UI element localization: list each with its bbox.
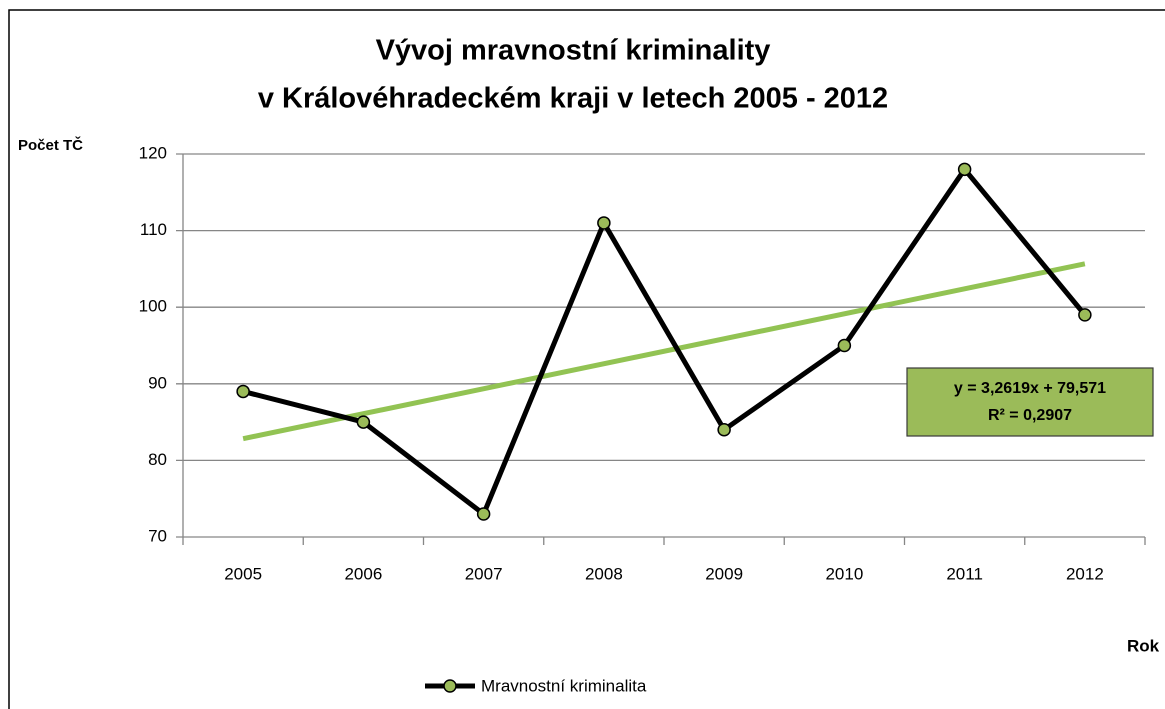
chart-border	[8, 9, 1165, 709]
data-point	[476, 507, 491, 521]
trendline	[242, 261, 1086, 442]
data-point	[837, 338, 852, 353]
trendline-equation: y = 3,2619x + 79,571	[954, 380, 1106, 397]
x-tick-label: 2007	[465, 564, 503, 583]
trendline-r2: R² = 0,2907	[988, 407, 1072, 424]
y-tick-label: 100	[139, 297, 167, 316]
x-tick-label: 2012	[1066, 564, 1104, 583]
x-tick-label: 2011	[946, 564, 983, 583]
data-line	[242, 166, 1087, 517]
data-point	[717, 423, 731, 437]
y-tick-label: 110	[140, 220, 167, 239]
x-tick-label: 2005	[224, 564, 262, 583]
chart-subtitle: v Královéhradeckém kraji v letech 2005 -…	[258, 83, 888, 115]
y-tick-label: 80	[148, 450, 167, 469]
x-tick-label: 2006	[344, 564, 382, 583]
x-axis-label: Rok	[1127, 636, 1160, 655]
data-point	[957, 162, 972, 177]
data-point	[236, 384, 250, 399]
y-tick-label: 120	[139, 143, 167, 162]
y-tick-label: 70	[148, 526, 167, 545]
y-tick-label: 90	[148, 373, 167, 392]
data-point	[597, 216, 611, 230]
trendline-label-box	[906, 367, 1154, 437]
legend-label: Mravnostní kriminalita	[481, 676, 647, 695]
data-point	[356, 415, 371, 429]
x-tick-label: 2008	[585, 564, 623, 583]
y-axis-label: Počet TČ	[18, 136, 83, 154]
x-tick-label: 2010	[825, 564, 863, 583]
x-tick-label: 2009	[705, 564, 743, 583]
chart-title: Vývoj mravnostní kriminality	[376, 35, 771, 67]
legend-marker	[443, 679, 457, 693]
data-point	[1078, 308, 1092, 322]
